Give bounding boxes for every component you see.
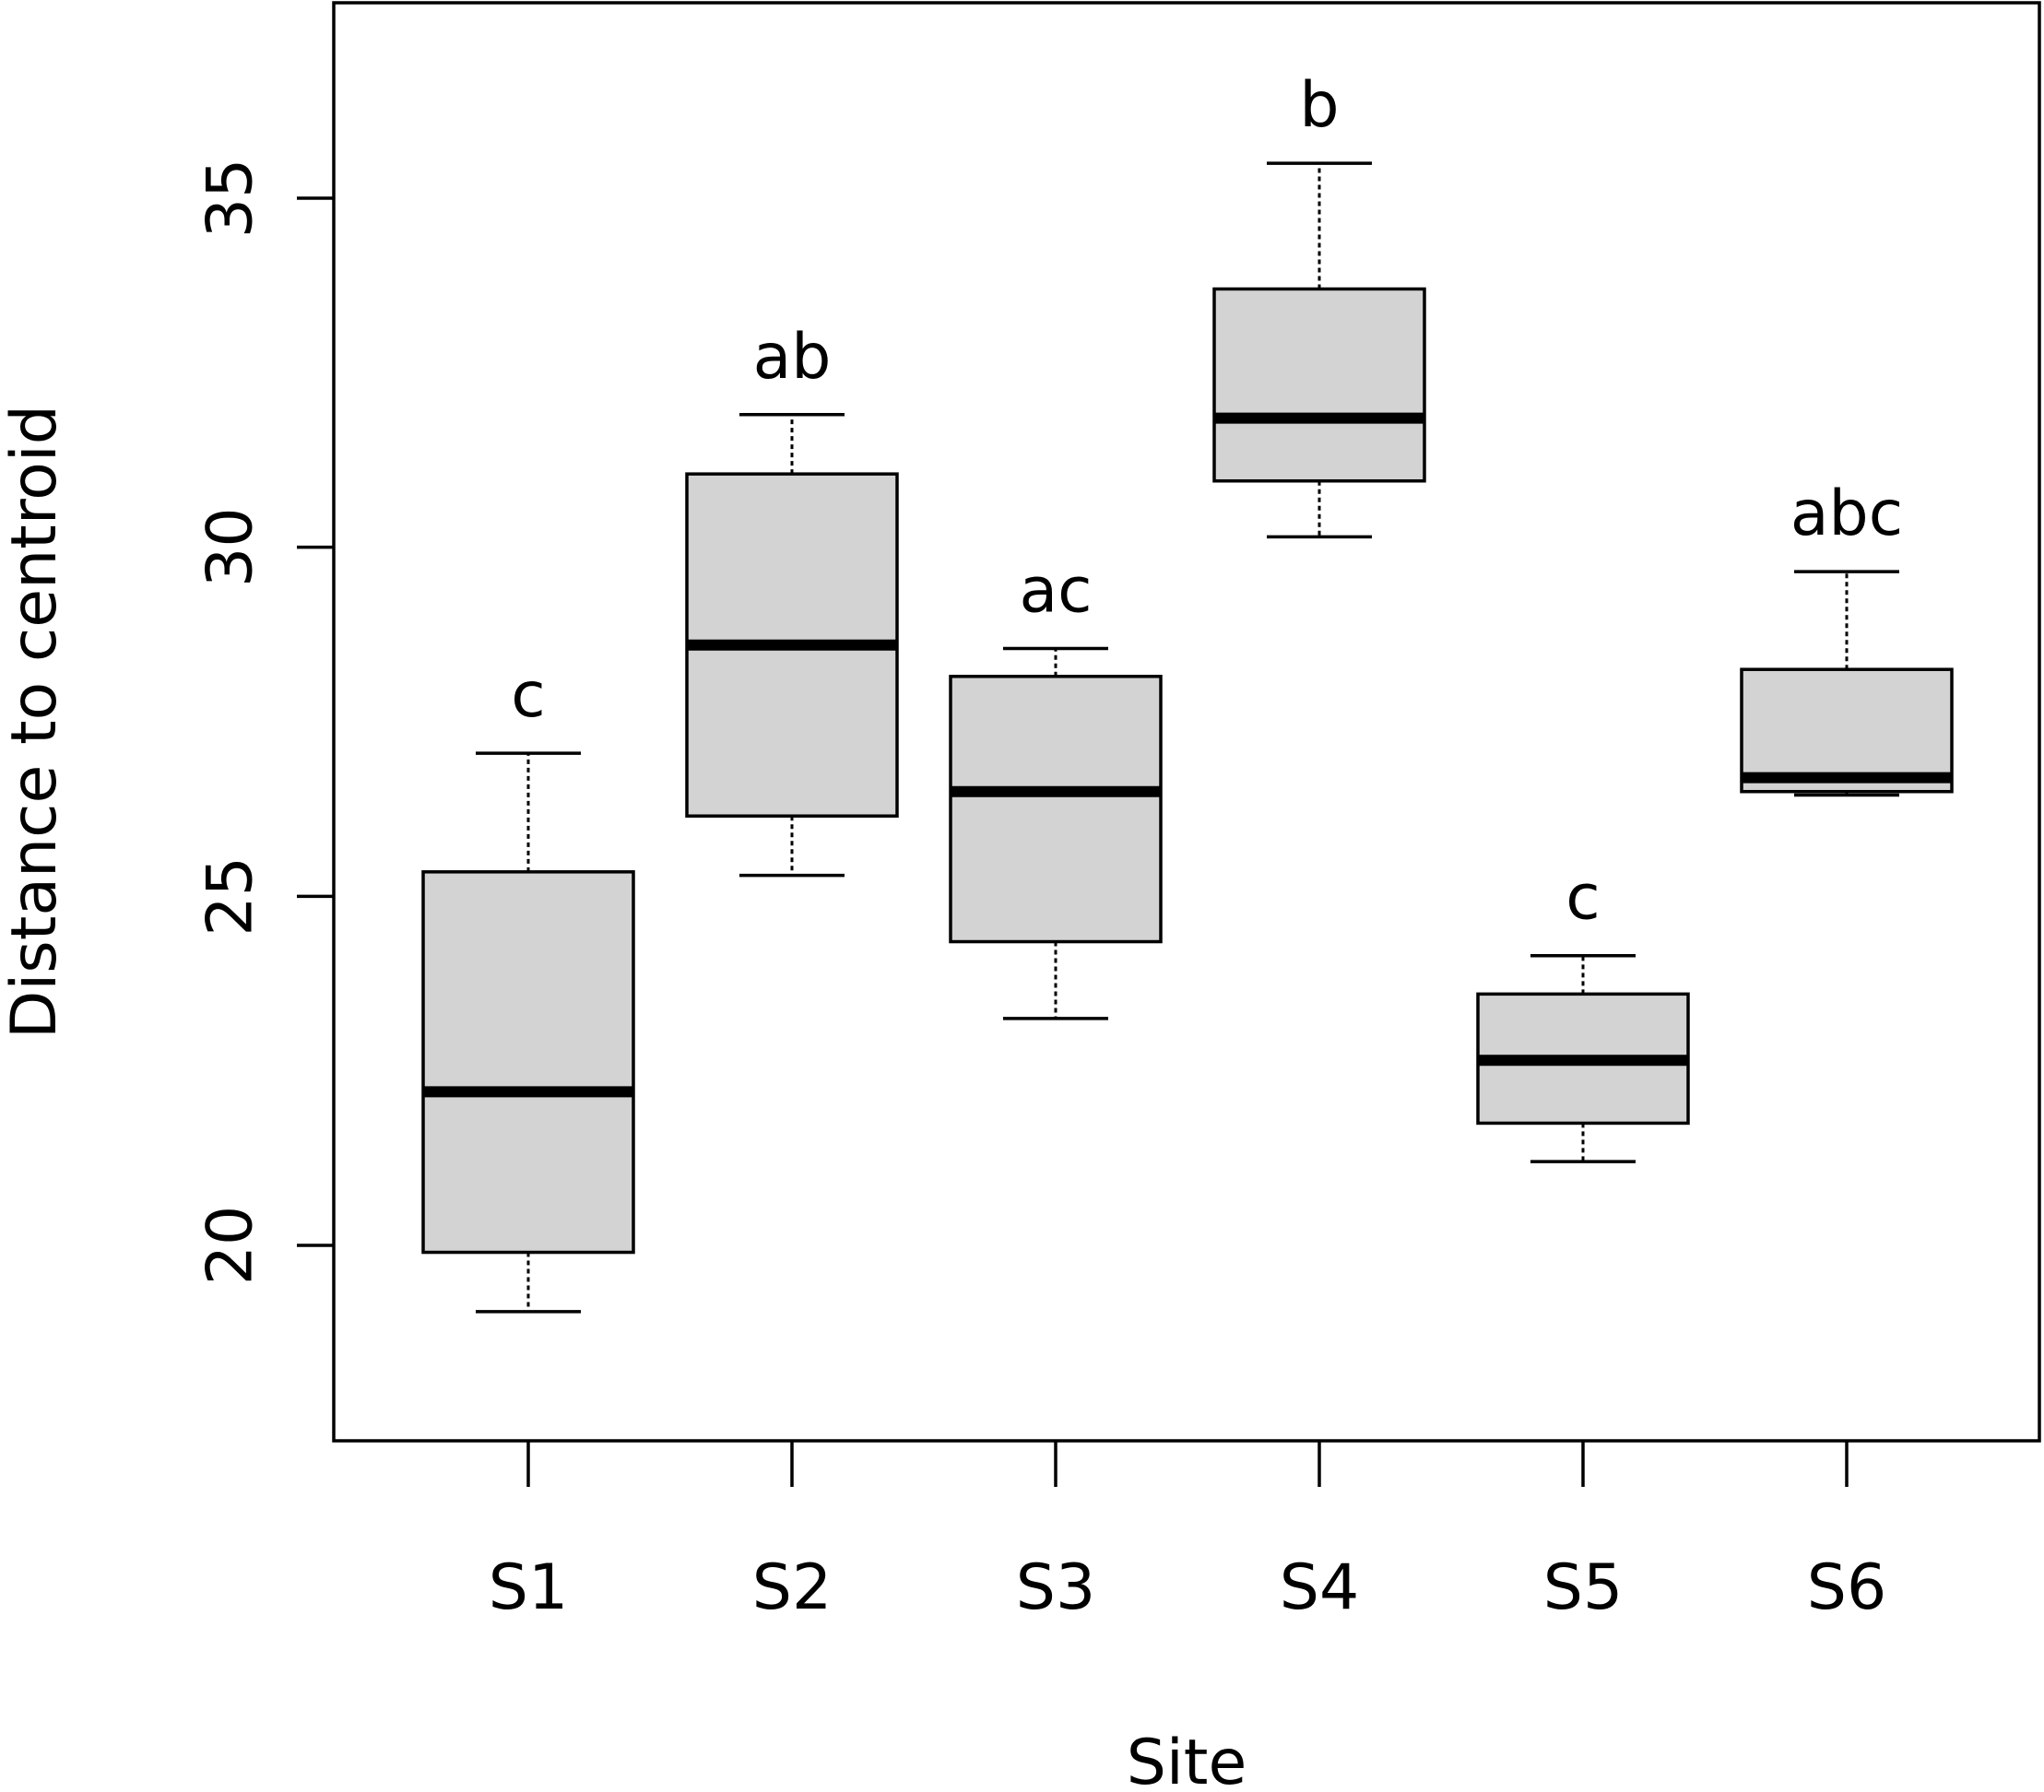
iqr-box xyxy=(421,870,635,1255)
significance-letter: abc xyxy=(1790,477,1903,550)
box-s4: b xyxy=(1212,69,1426,539)
x-tick-label: S1 xyxy=(489,1551,568,1624)
y-axis-label: Distance to centroid xyxy=(0,405,71,1039)
x-axis-label: Site xyxy=(1127,1727,1247,1792)
plot-frame xyxy=(332,1,2041,1443)
box-s1: c xyxy=(421,659,635,1314)
significance-letter: ab xyxy=(753,321,832,394)
y-tick-label: 20 xyxy=(195,1206,267,1286)
iqr-box xyxy=(949,675,1163,944)
significance-letter: ac xyxy=(1019,554,1092,627)
iqr-box xyxy=(1212,287,1426,483)
box-s3: ac xyxy=(949,554,1163,1020)
significance-letter: c xyxy=(511,659,545,732)
y-tick-label: 35 xyxy=(195,159,267,239)
x-tick-label: S3 xyxy=(1016,1551,1095,1624)
y-tick-label: 30 xyxy=(195,507,267,587)
iqr-box xyxy=(1740,667,1954,794)
y-axis: 20 25 30 35 xyxy=(195,159,334,1286)
x-tick-label: S6 xyxy=(1807,1551,1886,1624)
y-tick-label: 25 xyxy=(195,856,267,937)
significance-letter: c xyxy=(1565,862,1600,935)
x-tick-label: S2 xyxy=(752,1551,832,1624)
box-s5: c xyxy=(1476,862,1690,1163)
box-s6: abc xyxy=(1740,477,1954,797)
x-axis: S1 S2 S3 S4 S5 S6 xyxy=(489,1441,1886,1624)
boxes-layer: c ab ac b c abc xyxy=(421,69,1954,1314)
box-s2: ab xyxy=(685,321,899,878)
x-tick-label: S4 xyxy=(1280,1551,1359,1624)
significance-letter: b xyxy=(1299,69,1339,142)
x-tick-label: S5 xyxy=(1543,1551,1623,1624)
